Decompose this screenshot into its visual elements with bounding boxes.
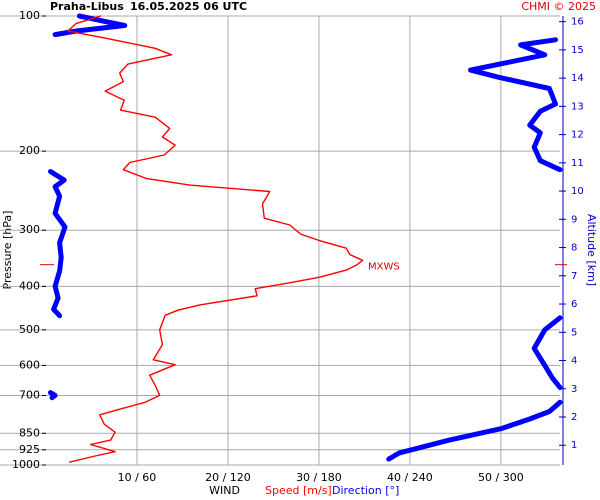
legend-entry: Direction [°] — [332, 484, 399, 497]
y-tick-label: 1000 — [12, 458, 40, 471]
x-tick-label: 50 / 300 — [478, 471, 524, 484]
chart-title: Praha-Libus — [50, 0, 124, 13]
y2-tick-label: 14 — [571, 73, 584, 84]
y2-tick-label: 10 — [571, 186, 584, 197]
y2-tick-label: 15 — [571, 45, 584, 56]
y2-tick-label: 6 — [571, 299, 577, 310]
y-tick-label: 400 — [19, 279, 40, 292]
y2-tick-label: 8 — [571, 243, 577, 254]
y-axis-title: Pressure [hPa] — [1, 211, 14, 290]
y-tick-label: 500 — [19, 323, 40, 336]
x-tick-label: 20 / 120 — [205, 471, 251, 484]
y2-tick-label: 3 — [571, 384, 577, 395]
credit: CHMI © 2025 — [521, 0, 596, 13]
chart-subtitle: 16.05.2025 06 UTC — [130, 0, 247, 13]
legend-entry: Speed [m/s] — [265, 484, 332, 497]
x-tick-label: 40 / 240 — [387, 471, 433, 484]
y2-tick-label: 12 — [571, 130, 584, 141]
y2-tick-label: 5 — [571, 327, 577, 338]
series-line — [67, 15, 364, 463]
y2-tick-label: 13 — [571, 101, 584, 112]
y2-tick-label: 16 — [571, 17, 584, 28]
y2-tick-label: 9 — [571, 214, 577, 225]
y-tick-label: 100 — [19, 9, 40, 22]
y-tick-label: 700 — [19, 388, 40, 401]
y-tick-label: 600 — [19, 358, 40, 371]
y2-tick-label: 4 — [571, 356, 577, 367]
y2-tick-label: 7 — [571, 271, 577, 282]
y2-tick-label: 1 — [571, 440, 577, 451]
annotation: MXWS — [368, 262, 400, 273]
y-tick-label: 300 — [19, 223, 40, 236]
x-tick-label: 10 / 60 — [118, 471, 157, 484]
y2-axis-title: Altitude [km] — [585, 214, 598, 286]
series-line — [48, 13, 563, 462]
y2-tick-label: 2 — [571, 412, 577, 423]
y2-tick-label: 11 — [571, 158, 584, 169]
y-tick-label: 850 — [19, 426, 40, 439]
y-tick-label: 200 — [19, 144, 40, 157]
x-tick-label: 30 / 180 — [296, 471, 342, 484]
y-tick-label: 925 — [19, 443, 40, 456]
x-axis-title: WIND — [209, 484, 240, 497]
